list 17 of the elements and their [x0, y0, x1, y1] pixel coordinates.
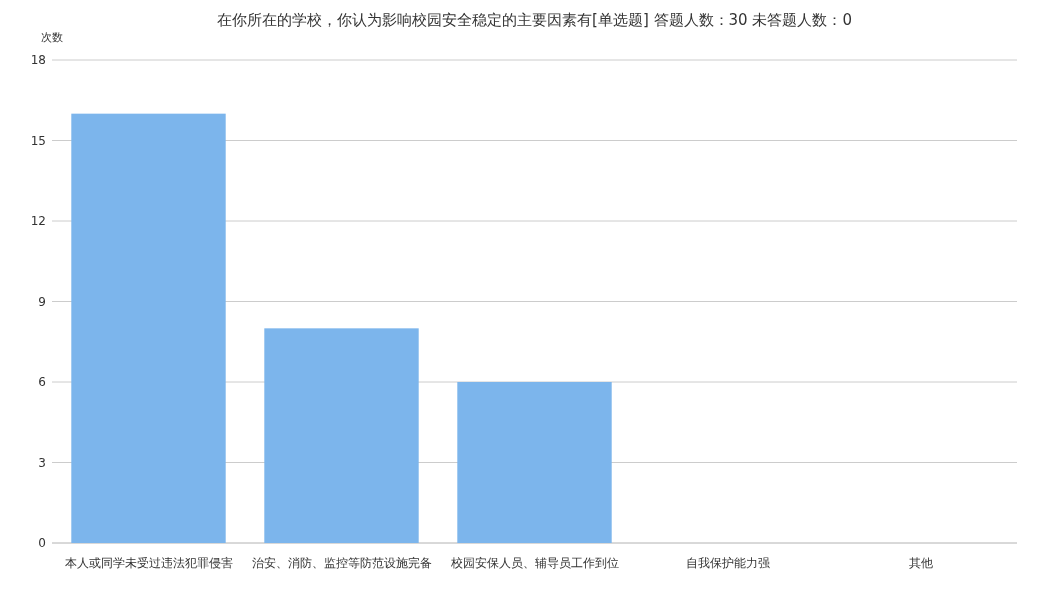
bar: [71, 113, 226, 543]
x-tick-label: 治安、消防、监控等防范设施完备: [251, 556, 432, 570]
y-tick-label: 15: [30, 133, 46, 148]
chart-title: 在你所在的学校，你认为影响校园安全稳定的主要因素有[单选题] 答题人数：30 未答题人数：0: [217, 11, 852, 29]
x-tick-label: 本人或同学未受过违法犯罪侵害: [64, 556, 233, 570]
y-tick-label: 9: [38, 294, 46, 309]
y-tick-label: 6: [38, 375, 46, 389]
x-tick-label: 校园安保人员、辅导员工作到位: [449, 556, 619, 570]
x-tick-label: 自我保护能力强: [685, 556, 770, 570]
y-tick-label: 12: [30, 214, 46, 228]
y-tick-label: 0: [38, 536, 46, 550]
y-axis-title: 次数: [41, 31, 63, 44]
bar: [264, 328, 419, 543]
bar: [457, 382, 612, 543]
y-tick-label: 18: [30, 53, 46, 67]
y-tick-label: 3: [38, 455, 46, 470]
x-tick-label: 其他: [908, 556, 933, 570]
